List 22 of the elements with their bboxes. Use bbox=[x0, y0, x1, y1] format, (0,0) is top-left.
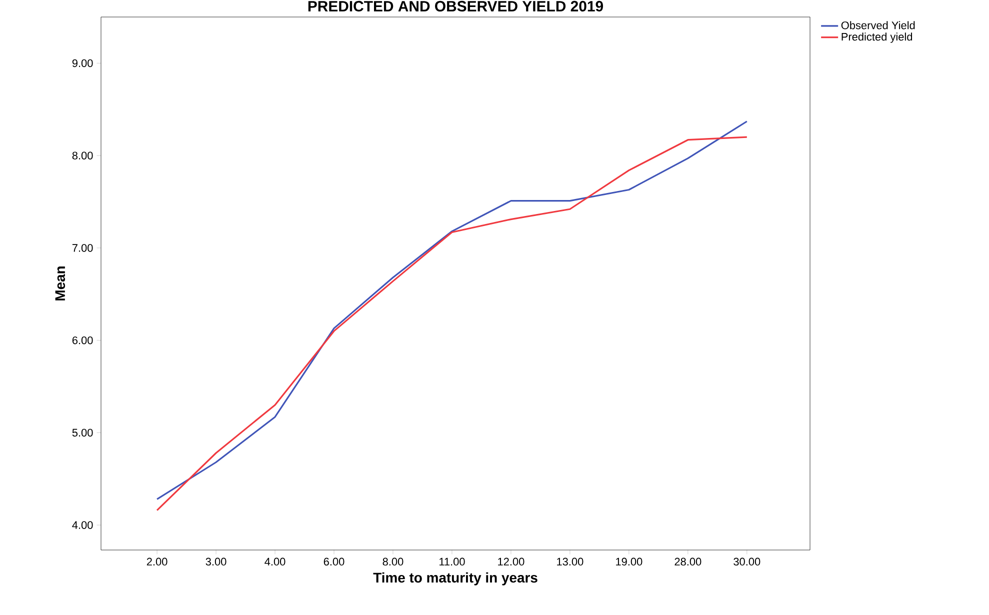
x-tick-label: 11.00 bbox=[439, 558, 465, 566]
x-tick-label: 19.00 bbox=[616, 558, 642, 566]
y-tick-label: 4.00 bbox=[72, 521, 93, 529]
x-tick-label: 12.00 bbox=[498, 558, 524, 566]
x-tick-label: 8.00 bbox=[382, 558, 404, 566]
x-axis-title: Time to maturity in years bbox=[373, 572, 538, 586]
y-tick-label: 9.00 bbox=[72, 59, 93, 68]
x-tick-label: 2.00 bbox=[146, 558, 168, 566]
y-tick-label: 7.00 bbox=[72, 244, 93, 252]
y-tick-label: 8.00 bbox=[72, 152, 93, 160]
chart-title: PREDICTED AND OBSERVED YIELD 2019 bbox=[308, 0, 604, 12]
x-tick-label: 6.00 bbox=[324, 558, 344, 566]
x-tick-label: 4.00 bbox=[264, 558, 286, 566]
x-tick-label: 3.00 bbox=[206, 558, 226, 566]
x-tick-label: 28.00 bbox=[674, 558, 702, 566]
x-tick-label: 13.00 bbox=[557, 558, 584, 566]
y-tick-label: 5.00 bbox=[72, 428, 93, 437]
x-tick-label: 30.00 bbox=[734, 558, 760, 566]
legend-label: Predicted yield bbox=[842, 32, 912, 43]
y-axis-title: Mean bbox=[55, 266, 66, 300]
y-tick-label: 6.00 bbox=[72, 336, 93, 344]
legend-label: Observed Yield bbox=[841, 21, 915, 30]
